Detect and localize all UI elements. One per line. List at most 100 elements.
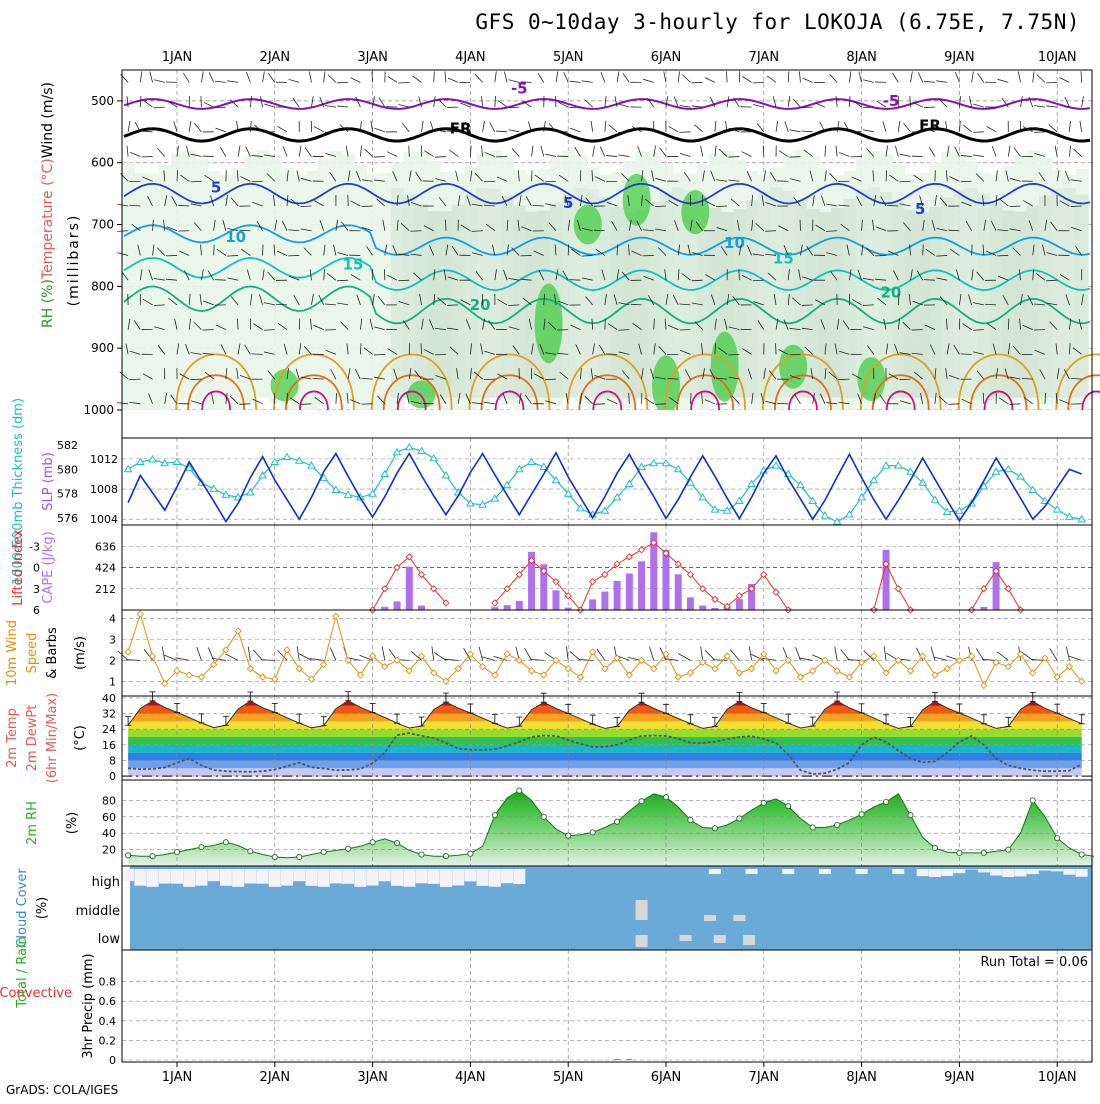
rh-mid-cell <box>1051 189 1064 398</box>
wind-day-grid <box>177 610 1057 696</box>
cape-bar <box>552 590 559 610</box>
temp-minmax-bar <box>443 693 449 702</box>
rh-point <box>859 812 864 817</box>
pressure-tick-label: 800 <box>91 279 114 293</box>
wind-barb <box>863 130 874 132</box>
rh-mid-cell <box>1002 211 1015 398</box>
wind-barb <box>963 125 971 132</box>
cloud-level-label: high <box>92 875 120 890</box>
wind-tick-label: 3 <box>109 633 116 646</box>
wind-barb <box>972 72 974 83</box>
cloud-level-label: middle <box>76 904 120 919</box>
temp-tick-label: 0 <box>109 770 116 783</box>
cape-ylabel: CAPE (J/kg) <box>41 531 56 603</box>
wind-barb <box>374 128 384 132</box>
wind-speed-point <box>492 672 498 678</box>
li-point <box>590 579 596 585</box>
high-cloud-gap <box>501 869 513 883</box>
high-cloud-gap <box>489 869 501 887</box>
high-cloud-gap <box>379 869 391 881</box>
rh-ylabel-units: (%) <box>65 812 80 835</box>
rh-mid-cell <box>758 191 771 397</box>
cape-bar <box>736 599 743 610</box>
wind-barb <box>569 81 580 82</box>
low-cloud-patch <box>733 915 745 921</box>
high-cloud-gap <box>929 869 941 877</box>
high-cloud-gap <box>1051 869 1063 871</box>
wind-barb <box>388 76 397 82</box>
wind-barb <box>448 78 458 82</box>
wind-barb <box>998 79 1009 82</box>
wind-barb <box>509 130 520 132</box>
high-cloud-gap <box>134 869 146 886</box>
cape-bar <box>638 561 645 610</box>
wind-barb <box>484 402 495 404</box>
wind-barb <box>715 121 716 132</box>
rh-point <box>786 804 791 809</box>
wind-speed-point <box>565 666 571 672</box>
high-cloud-gap <box>403 869 415 887</box>
thickness-point <box>222 491 229 497</box>
high-cloud-gap <box>391 869 403 886</box>
temp-minmax-bar <box>761 704 767 713</box>
high-cloud-gap <box>354 869 366 887</box>
wind-barb <box>678 71 679 82</box>
wind-barb <box>1037 75 1045 83</box>
rh-point <box>835 822 840 827</box>
wind-barb <box>900 154 911 156</box>
wind-barb <box>201 72 203 83</box>
wind-barb <box>955 72 959 82</box>
surface-wind-barb <box>164 655 177 660</box>
surface-wind-barb <box>1050 648 1057 660</box>
wind-barb <box>189 121 191 132</box>
wind-barb <box>512 148 519 156</box>
rh-point <box>639 799 644 804</box>
wind-barb <box>836 96 837 107</box>
wind-barb <box>484 379 495 380</box>
precip-total-bar <box>616 1059 619 1060</box>
rh-point <box>248 849 253 854</box>
high-cloud-gap <box>953 869 965 873</box>
wind-barb <box>216 128 226 132</box>
rh-point <box>737 816 742 821</box>
surface-wind-barb <box>434 653 446 661</box>
surface-wind-barb <box>432 646 434 660</box>
day-label-bottom: 1JAN <box>162 1070 193 1085</box>
wind-speed-line <box>128 614 1082 685</box>
thickness-point <box>528 458 535 464</box>
high-cloud-gap <box>782 869 794 874</box>
wind-barb <box>973 155 984 157</box>
rh-mid-cell <box>807 209 820 398</box>
wind-barb <box>694 125 702 132</box>
thickness-point <box>210 485 217 491</box>
wind-barb <box>1021 96 1023 107</box>
wind-barb <box>978 73 984 82</box>
cape-bar <box>516 601 523 610</box>
wind-barb <box>570 128 580 132</box>
thickness-point <box>430 455 437 461</box>
precip-tick-label: 0.8 <box>99 976 117 989</box>
high-cloud-gap <box>293 869 305 881</box>
wind-speed-point <box>504 651 510 657</box>
low-cloud-patch <box>636 935 648 947</box>
day-label-top: 4JAN <box>455 50 486 65</box>
temp-band <box>122 737 1092 745</box>
thickness-point <box>956 507 963 513</box>
high-cloud-gap <box>428 869 440 884</box>
temp-tick-label: 40 <box>102 692 116 705</box>
wind-barb <box>619 104 630 107</box>
rh-point <box>932 845 937 850</box>
rh-point <box>566 833 571 838</box>
cape-tick-label: 212 <box>95 583 116 596</box>
wind-barb <box>325 105 336 107</box>
wind-ylabel-3: & Barbs <box>45 627 60 679</box>
wind-barb <box>705 78 715 83</box>
wind-barb <box>600 147 605 157</box>
temp-band <box>122 768 1092 776</box>
surface-wind-barb <box>297 646 299 660</box>
high-cloud-gap <box>892 869 904 874</box>
high-cloud-gap <box>464 869 476 881</box>
credit-text: GrADS: COLA/IGES <box>6 1083 118 1097</box>
wind-barb <box>362 206 373 207</box>
rh-light-cell <box>147 174 160 421</box>
